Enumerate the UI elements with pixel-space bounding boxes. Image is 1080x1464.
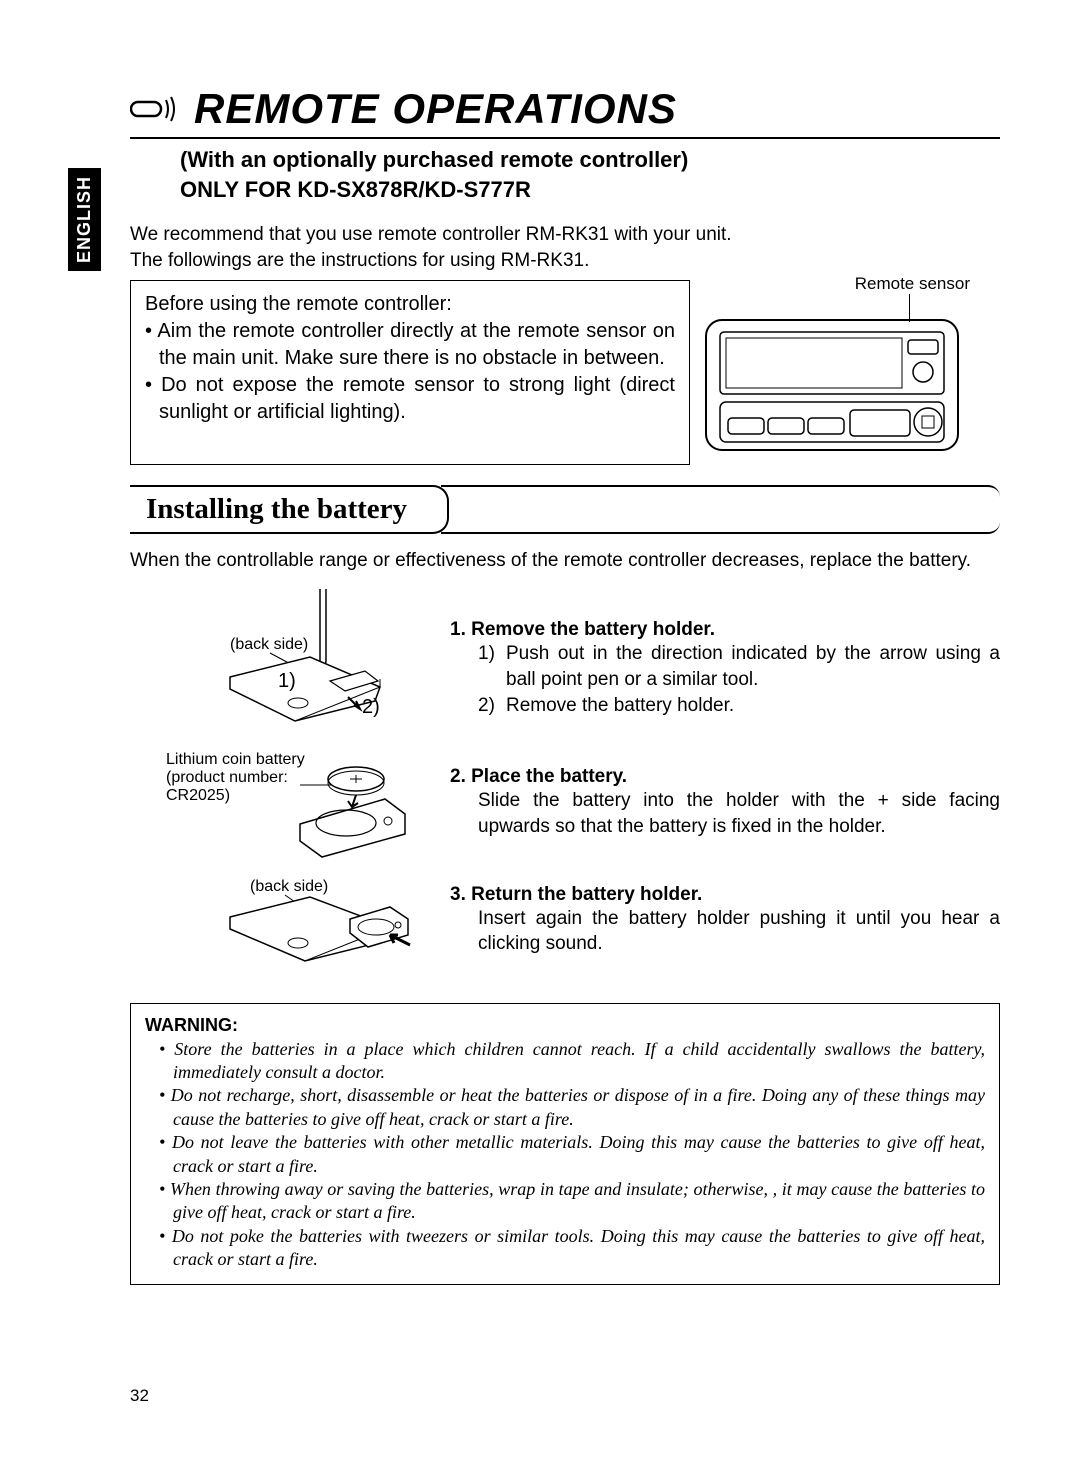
svg-text:1): 1) xyxy=(278,670,296,692)
before-use-box: Before using the remote controller: Aim … xyxy=(130,280,690,465)
section-header-tail xyxy=(441,485,1000,534)
warning-box: WARNING: Store the batteries in a place … xyxy=(130,1003,1000,1284)
step-title: 1. Remove the battery holder. xyxy=(450,619,1000,641)
step-sub-text: Push out in the direction indicated by t… xyxy=(506,641,1000,692)
before-heading: Before using the remote controller: xyxy=(145,291,675,318)
before-item: Aim the remote controller directly at th… xyxy=(159,318,675,372)
intro-line1: We recommend that you use remote control… xyxy=(130,222,1000,248)
warning-item: Do not leave the batteries with other me… xyxy=(173,1131,985,1178)
before-item: Do not expose the remote sensor to stron… xyxy=(159,372,675,426)
section-header: Installing the battery xyxy=(130,485,1000,534)
step-title: 2. Place the battery. xyxy=(450,766,1000,788)
step-sub-text: Remove the battery holder. xyxy=(506,693,734,719)
step-body: Slide the battery into the holder with t… xyxy=(450,788,1000,839)
step-2: 2. Place the battery. Slide the battery … xyxy=(450,766,1000,839)
diag-back-side-1: (back side) xyxy=(230,636,308,653)
warning-item: Store the batteries in a place which chi… xyxy=(173,1038,985,1085)
sensor-diagram-wrap: Remote sensor xyxy=(702,280,1000,465)
remote-icon xyxy=(130,96,182,122)
sensor-label: Remote sensor xyxy=(855,274,970,294)
intro-text: We recommend that you use remote control… xyxy=(130,222,1000,273)
subtitle-line1: (With an optionally purchased remote con… xyxy=(180,145,1000,175)
title-row: REMOTE OPERATIONS xyxy=(130,85,1000,139)
language-tab: ENGLISH xyxy=(68,168,101,271)
step-body: Insert again the battery holder pushing … xyxy=(450,906,1000,957)
battery-diagrams: (back side) 1) 2) Lithium coin battery (… xyxy=(130,589,430,993)
svg-text:Lithium coin battery: Lithium coin battery xyxy=(166,751,305,768)
battery-steps: 1. Remove the battery holder. 1)Push out… xyxy=(450,589,1000,993)
step-sub-num: 2) xyxy=(478,693,500,719)
section-intro: When the controllable range or effective… xyxy=(130,548,1000,574)
section-title: Installing the battery xyxy=(130,485,449,534)
subtitle-line2: ONLY FOR KD-SX878R/KD-S777R xyxy=(180,175,1000,205)
warning-item: Do not poke the batteries with tweezers … xyxy=(173,1225,985,1272)
step-title: 3. Return the battery holder. xyxy=(450,884,1000,906)
step-1: 1. Remove the battery holder. 1)Push out… xyxy=(450,619,1000,718)
page-title: REMOTE OPERATIONS xyxy=(194,85,677,133)
warning-title: WARNING: xyxy=(145,1014,985,1037)
step-sub-num: 1) xyxy=(478,641,500,692)
warning-item: When throwing away or saving the batteri… xyxy=(173,1178,985,1225)
svg-text:(product number:: (product number: xyxy=(166,769,288,786)
svg-text:CR2025): CR2025) xyxy=(166,787,230,804)
page-number: 32 xyxy=(130,1386,149,1406)
car-stereo-diagram xyxy=(702,310,962,460)
svg-text:(back side): (back side) xyxy=(250,878,328,895)
intro-line2: The followings are the instructions for … xyxy=(130,248,1000,274)
warning-item: Do not recharge, short, disassemble or h… xyxy=(173,1084,985,1131)
sensor-pointer-line xyxy=(909,294,910,322)
step-3: 3. Return the battery holder. Insert aga… xyxy=(450,884,1000,957)
svg-text:2): 2) xyxy=(362,696,380,718)
subtitle: (With an optionally purchased remote con… xyxy=(180,145,1000,204)
